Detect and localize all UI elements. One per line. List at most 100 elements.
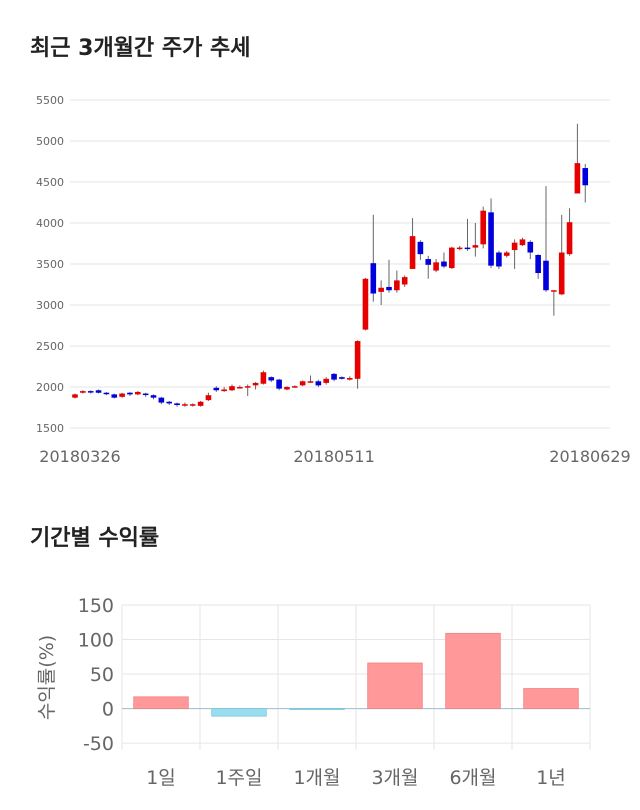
candle-up xyxy=(197,401,204,406)
candle-down xyxy=(535,254,541,274)
candle-up xyxy=(519,239,526,246)
candle-up xyxy=(433,262,439,271)
candle-down xyxy=(95,390,102,393)
candle-down xyxy=(417,241,424,255)
candle-down xyxy=(142,393,149,396)
y-tick-label: 3500 xyxy=(36,258,64,271)
y-tick-label: 4500 xyxy=(36,176,64,189)
candle-up xyxy=(284,387,290,390)
candle-up xyxy=(511,242,518,251)
candle-down xyxy=(158,397,165,403)
candle-up xyxy=(456,247,463,250)
y-tick-label: 5000 xyxy=(36,135,64,148)
candle-up xyxy=(449,247,455,269)
x-tick-label: 20180326 xyxy=(39,447,120,466)
returns-title: 기간별 수익률 xyxy=(30,526,160,551)
x-tick-label: 1일 xyxy=(146,767,176,789)
candle-up xyxy=(378,287,384,292)
candle-up xyxy=(221,389,227,392)
y-tick-label: 100 xyxy=(78,630,114,652)
candle-down xyxy=(582,168,589,186)
candle-down xyxy=(339,377,345,379)
return-bar xyxy=(367,662,423,709)
candle-up xyxy=(292,386,298,388)
candle-down xyxy=(150,395,157,398)
candle-up xyxy=(394,280,400,291)
x-tick-label: 1주일 xyxy=(215,767,262,789)
candle-up xyxy=(260,372,267,384)
y-tick-label: 2000 xyxy=(36,381,64,394)
candle-up xyxy=(362,278,369,330)
candle-up xyxy=(574,163,581,194)
candle-up xyxy=(503,252,510,256)
y-tick-label: 3000 xyxy=(36,299,64,312)
y-tick-label: 150 xyxy=(78,595,114,617)
candle-up xyxy=(480,210,486,245)
returns-bar-chart: -50 0 50 100 150 1일 1주일 1개월 3개월 6개월 1년 수익률(%) xyxy=(36,595,591,789)
return-bar xyxy=(445,632,501,709)
return-bar xyxy=(289,708,345,710)
candle-down xyxy=(425,259,432,265)
candle-down xyxy=(127,392,133,395)
x-tick-label: 6개월 xyxy=(449,767,496,789)
candle-up xyxy=(135,391,141,395)
y-tick-label: -50 xyxy=(83,733,114,755)
candle-up xyxy=(307,381,314,383)
y-tick-label: 50 xyxy=(90,664,114,686)
candle-up xyxy=(401,277,408,285)
candlestick-chart: 1500 2000 2500 3000 3500 4000 4500 5000 5500 2018… xyxy=(36,94,631,466)
x-tick-label: 20180629 xyxy=(549,447,630,466)
y-tick-label: 1500 xyxy=(36,422,64,435)
candle-up xyxy=(119,393,125,397)
return-bar xyxy=(523,688,579,709)
candle-up xyxy=(205,395,212,401)
x-tick-label: 1년 xyxy=(536,767,566,789)
candle-down xyxy=(331,373,337,380)
y-tick-label: 0 xyxy=(102,699,114,721)
candle-down xyxy=(543,260,549,291)
return-bar xyxy=(211,708,267,717)
candle-down xyxy=(386,286,392,291)
candle-up xyxy=(354,341,361,379)
candle-up xyxy=(551,290,557,292)
candle-down xyxy=(111,394,118,398)
candle-down xyxy=(315,381,322,386)
candle-down xyxy=(166,401,172,404)
y-axis-label: 수익률(%) xyxy=(36,635,58,720)
candle-down xyxy=(103,392,110,395)
candle-down xyxy=(213,387,220,391)
candle-up xyxy=(558,252,565,295)
candle-up xyxy=(189,404,196,406)
candle-down xyxy=(464,247,471,250)
x-tick-label: 3개월 xyxy=(371,767,418,789)
candle-up xyxy=(237,387,243,389)
y-tick-label: 2500 xyxy=(36,340,64,353)
y-tick-label: 4000 xyxy=(36,217,64,230)
candle-up xyxy=(472,245,479,248)
candle-down xyxy=(276,379,282,389)
candle-up xyxy=(229,386,235,391)
candle-down xyxy=(268,377,275,381)
candle-up xyxy=(72,394,78,398)
candle-down xyxy=(87,391,94,393)
candle-down xyxy=(441,261,447,267)
price-trend-title: 최근 3개월간 주가 추세 xyxy=(30,36,251,61)
candle-up xyxy=(566,222,573,255)
candle-up xyxy=(323,378,329,383)
candle-down xyxy=(174,403,180,406)
y-tick-label: 5500 xyxy=(36,94,64,107)
candle-down xyxy=(370,263,377,294)
x-tick-label: 20180511 xyxy=(293,447,374,466)
candle-down xyxy=(496,252,502,267)
candle-up xyxy=(80,391,86,393)
candle-down xyxy=(527,241,534,253)
candle-up xyxy=(346,377,353,380)
candle-up xyxy=(182,404,188,406)
candle-down xyxy=(488,212,494,266)
candle-up xyxy=(299,381,306,386)
candle-up xyxy=(244,386,251,388)
x-tick-label: 1개월 xyxy=(293,767,340,789)
return-bar xyxy=(133,696,189,709)
candle-up xyxy=(409,236,416,269)
candle-up xyxy=(252,382,259,386)
